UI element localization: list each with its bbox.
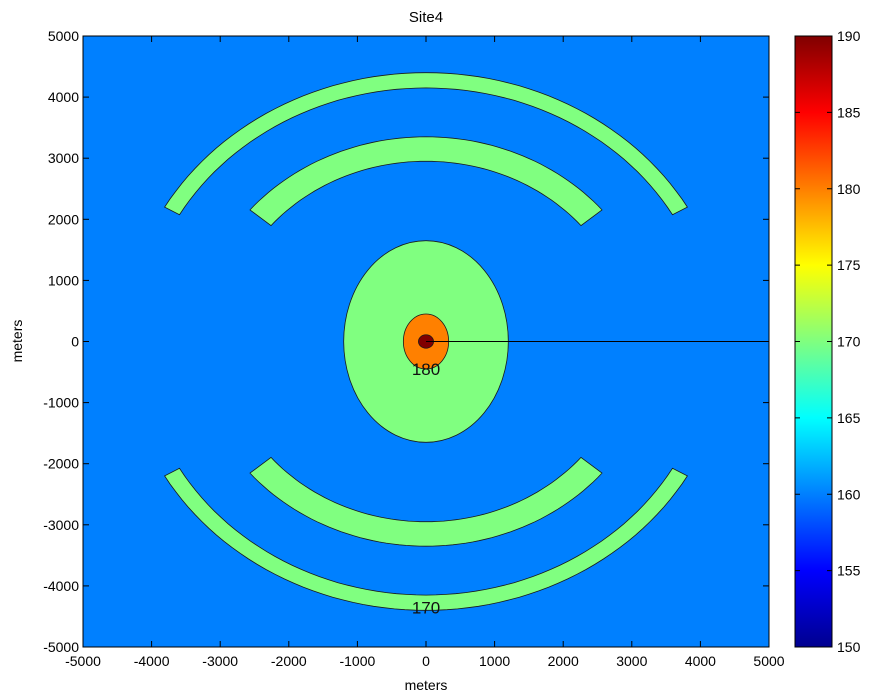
colorbar-tick-label: 155: [837, 563, 861, 579]
x-tick-label: 1000: [479, 653, 510, 669]
y-tick-label: -1000: [43, 395, 79, 411]
x-tick-label: 5000: [753, 653, 784, 669]
colorbar: [794, 35, 833, 648]
colorbar-tick-label: 160: [837, 486, 861, 502]
y-axis: -5000 -4000 -3000 -2000 -1000 0 1000 2000 3000 40…: [43, 28, 769, 655]
y-tick-label: 2000: [48, 211, 79, 227]
y-tick-label: -5000: [43, 639, 79, 655]
y-tick-label: -4000: [43, 578, 79, 594]
chart-title: Site4: [409, 9, 443, 26]
y-tick-label: 4000: [48, 89, 79, 105]
contour-band-170-3: [164, 72, 688, 216]
x-tick-label: 4000: [685, 653, 716, 669]
colorbar-tick-label: 185: [837, 104, 861, 120]
x-tick-label: -3000: [202, 653, 238, 669]
contour-band-170-5: [249, 136, 603, 227]
colorbar-tick-label: 165: [837, 410, 861, 426]
y-tick-label: 1000: [48, 272, 79, 288]
colorbar-tick-label: 175: [837, 257, 861, 273]
x-tick-label: -2000: [271, 653, 307, 669]
contour-label-0: 180: [412, 360, 440, 379]
y-axis-label: meters: [9, 320, 25, 363]
contour-band-170-6: [249, 456, 603, 547]
x-tick-label: 0: [422, 653, 430, 669]
y-tick-label: 5000: [48, 28, 79, 44]
colorbar-tick-label: 190: [837, 28, 861, 44]
colorbar-axis: 150 155 160 165 170 175 180 185 190: [795, 28, 861, 655]
contour-band-170-4: [164, 467, 688, 611]
x-tick-label: -5000: [65, 653, 101, 669]
y-tick-label: 0: [71, 334, 79, 350]
y-tick-label: -3000: [43, 517, 79, 533]
y-tick-label: -2000: [43, 456, 79, 472]
contour-label-1: 170: [412, 598, 440, 617]
x-axis: -5000 -4000 -3000 -2000 -1000 0 1000 2000 3000 40…: [65, 36, 785, 669]
x-tick-label: -1000: [339, 653, 375, 669]
colorbar-tick-label: 150: [837, 639, 861, 655]
plot-area: 180 170: [164, 72, 769, 617]
x-tick-label: 3000: [616, 653, 647, 669]
colorbar-tick-label: 180: [837, 181, 861, 197]
y-tick-label: 3000: [48, 150, 79, 166]
x-tick-label: 2000: [548, 653, 579, 669]
x-tick-label: -4000: [134, 653, 170, 669]
x-axis-label: meters: [405, 677, 448, 693]
colorbar-tick-label: 170: [837, 334, 861, 350]
